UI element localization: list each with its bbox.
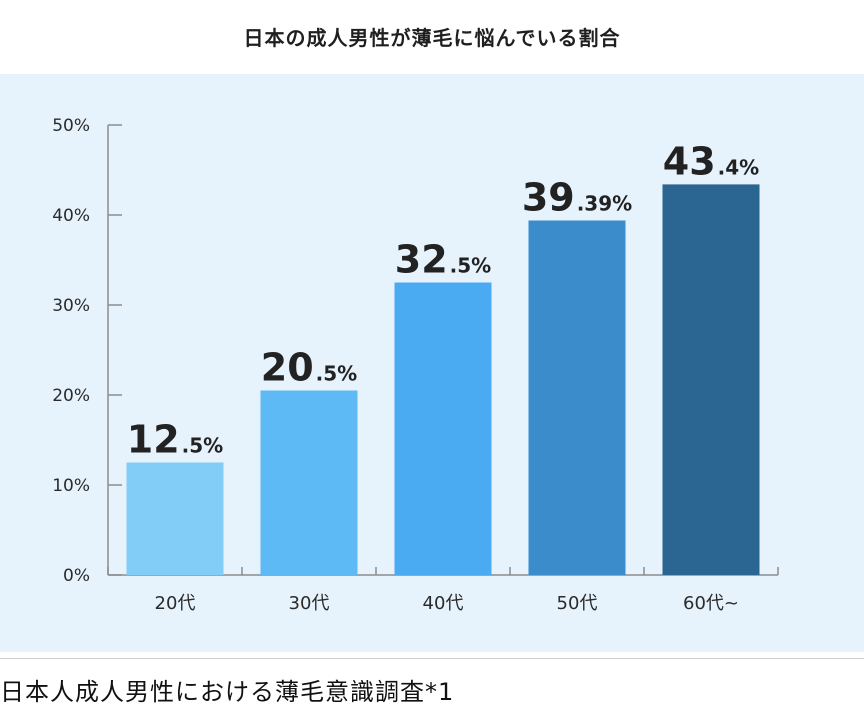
bar-value-label: 12.5% [127, 418, 223, 462]
plot-panel: 0% 10% 20% 30% 40% 50% 20代 30代 40代 50代 60代~ 12.5% 2… [0, 74, 864, 652]
bar-value-label: 20.5% [261, 346, 357, 390]
axes: 0% 10% 20% 30% 40% 50% 20代 30代 40代 50代 60代~ [52, 116, 779, 614]
y-tick-label: 10% [52, 476, 90, 496]
x-category-label: 40代 [423, 593, 464, 614]
bar-value-label: 43.4% [663, 139, 759, 183]
y-tick-label: 40% [52, 206, 90, 226]
bar [126, 462, 224, 575]
chart-title: 日本の成人男性が薄毛に悩んでいる割合 [243, 26, 621, 50]
x-category-label: 60代~ [683, 593, 739, 614]
y-tick-label: 50% [52, 116, 90, 136]
bar-value-label: 32.5% [395, 238, 491, 282]
x-category-label: 20代 [155, 593, 196, 614]
y-tick-label: 20% [52, 386, 90, 406]
bar-value-label: 39.39% [522, 175, 632, 219]
bar [528, 220, 626, 576]
y-tick-label: 30% [52, 296, 90, 316]
bar [662, 184, 760, 575]
caption: 日本人成人男性における薄毛意識調査*1 [0, 678, 455, 706]
value-labels: 12.5% 20.5% 32.5% 39.39% 43.4% [127, 139, 759, 461]
bar [394, 282, 492, 575]
bar [260, 390, 358, 575]
x-category-label: 30代 [289, 593, 330, 614]
divider [0, 658, 864, 659]
bar-chart: 0% 10% 20% 30% 40% 50% 20代 30代 40代 50代 60代~ 12.5% 2… [52, 116, 779, 614]
bars [126, 184, 760, 576]
y-tick-label: 0% [63, 566, 90, 586]
x-category-label: 50代 [557, 593, 598, 614]
